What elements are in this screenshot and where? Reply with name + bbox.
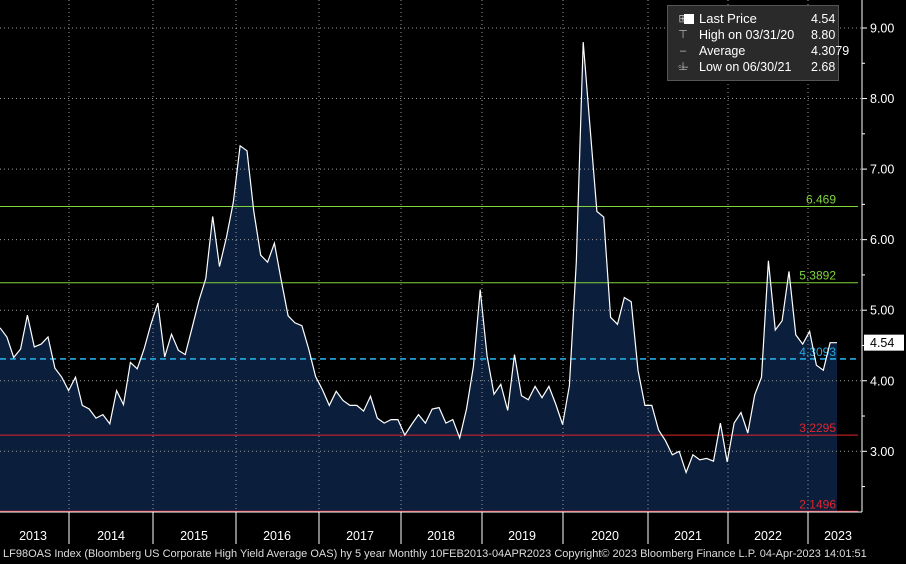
reference-line-label: 5.3892 bbox=[799, 269, 836, 283]
legend-label: Average bbox=[699, 44, 746, 58]
x-tick-label: 2013 bbox=[19, 529, 47, 543]
y-tick-label: 5.00 bbox=[870, 304, 894, 318]
y-tick-label: 4.00 bbox=[870, 374, 894, 388]
x-tick-label: 2016 bbox=[263, 529, 291, 543]
last-value-label: 4.54 bbox=[870, 336, 894, 350]
legend-row-high: ⊤ High on 03/31/20 8.80 bbox=[668, 27, 838, 43]
x-tick-label: 2014 bbox=[97, 529, 125, 543]
y-tick-label: 7.00 bbox=[870, 163, 894, 177]
series-line-last-price bbox=[0, 42, 837, 475]
x-tick-label: 2018 bbox=[427, 529, 455, 543]
legend-swatch bbox=[684, 14, 694, 24]
low-marker-icon: ⊥ bbox=[678, 61, 688, 73]
legend-label: Low on 06/30/21 bbox=[699, 60, 792, 74]
legend: ⊞ Last Price 4.54 ⊤ High on 03/31/20 8.8… bbox=[667, 5, 849, 81]
y-tick-label: 6.00 bbox=[870, 233, 894, 247]
legend-value: 8.80 bbox=[811, 28, 836, 42]
x-tick-label: 2020 bbox=[591, 529, 619, 543]
x-tick-label: 2023 bbox=[824, 529, 852, 543]
footer-caption: LF98OAS Index (Bloomberg US Corporate Hi… bbox=[3, 548, 867, 560]
high-marker-icon: ⊤ bbox=[678, 29, 688, 41]
reference-line-label: 6.469 bbox=[806, 193, 836, 207]
legend-value: 4.54 bbox=[811, 12, 836, 26]
legend-value: 2.68 bbox=[811, 60, 836, 74]
legend-row-last-price: ⊞ Last Price 4.54 bbox=[668, 11, 838, 27]
legend-row-low: ⊥ Low on 06/30/21 2.68 bbox=[668, 59, 838, 75]
y-tick-label: 3.00 bbox=[870, 445, 894, 459]
x-tick-label: 2017 bbox=[346, 529, 374, 543]
average-marker-icon: –◦– bbox=[677, 45, 689, 73]
legend-label: Last Price bbox=[699, 11, 757, 26]
reference-line-label: 2.1496 bbox=[799, 497, 836, 511]
last-value-box bbox=[864, 334, 904, 351]
x-tick-label: 2015 bbox=[180, 529, 208, 543]
legend-value: 4.3079 bbox=[811, 44, 850, 58]
legend-expand-icon[interactable]: ⊞ bbox=[678, 13, 688, 25]
reference-line-label: 3.2295 bbox=[799, 421, 836, 435]
area-fill bbox=[0, 42, 837, 512]
x-tick-label: 2019 bbox=[508, 529, 536, 543]
y-tick-label: 9.00 bbox=[870, 22, 894, 36]
legend-row-average: –◦– Average 4.3079 bbox=[668, 43, 849, 73]
legend-label: High on 03/31/20 bbox=[699, 28, 795, 42]
reference-line-label: 4.3093 bbox=[799, 345, 836, 359]
x-tick-label: 2022 bbox=[754, 529, 782, 543]
x-tick-label: 2021 bbox=[674, 529, 702, 543]
y-tick-label: 8.00 bbox=[870, 92, 894, 106]
